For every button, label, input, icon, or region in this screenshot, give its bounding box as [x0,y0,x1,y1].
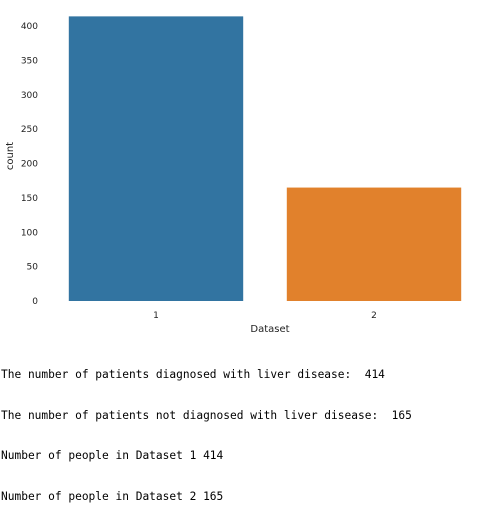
x-tick-label: 2 [371,311,377,321]
y-tick-label: 150 [21,194,38,204]
output-line-dataset-1: Number of people in Dataset 1 414 [1,449,224,462]
y-axis-label: count [5,142,16,170]
y-tick-label: 100 [21,228,38,238]
console-output: The number of patients diagnosed with li… [1,341,412,517]
bar-dataset-1 [68,16,244,301]
y-tick-label: 400 [21,22,38,32]
x-axis-label: Dataset [250,324,289,335]
bar-dataset-2 [286,187,462,301]
y-tick-label: 50 [27,263,39,273]
y-tick-label: 250 [21,125,38,135]
y-tick-label: 350 [21,56,38,66]
output-line-dataset-2: Number of people in Dataset 2 165 [1,489,224,503]
bars-group [68,16,462,301]
output-line-diagnosed: The number of patients diagnosed with li… [1,368,385,381]
x-tick-label: 1 [153,311,159,321]
y-axis-ticks: 0 50 100 150 200 250 300 350 400 [21,22,38,307]
y-tick-label: 300 [21,91,38,101]
y-tick-label: 0 [32,297,38,307]
output-line-not-diagnosed: The number of patients not diagnosed wit… [1,408,412,422]
y-tick-label: 200 [21,160,38,170]
